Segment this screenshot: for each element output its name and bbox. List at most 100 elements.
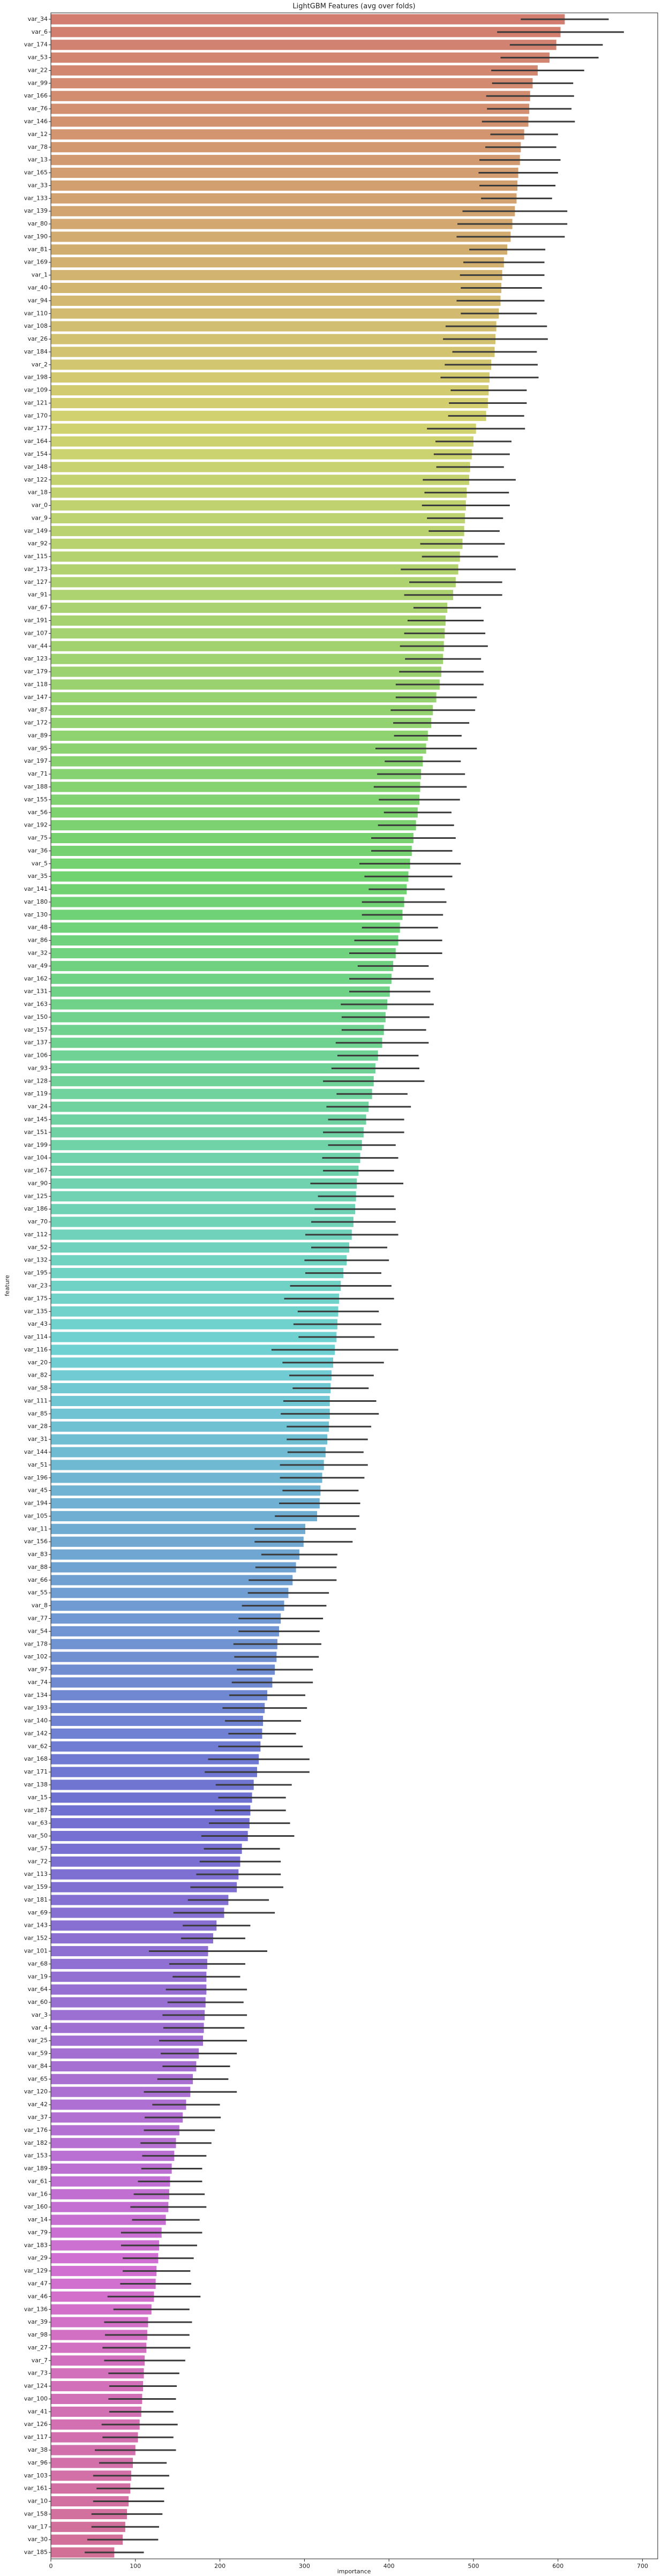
y-tick-label: var_47 — [28, 2280, 48, 2287]
y-tick-label: var_8 — [32, 1602, 48, 1609]
bar — [51, 615, 446, 626]
y-tick-label: var_199 — [24, 1141, 48, 1148]
bar — [51, 999, 388, 1010]
bar — [51, 1536, 304, 1547]
y-tick-label: var_62 — [28, 1743, 48, 1749]
bar — [51, 1332, 337, 1342]
y-tick-label: var_174 — [24, 41, 48, 48]
bar — [51, 2509, 127, 2519]
bar — [51, 1843, 242, 1854]
bar — [51, 116, 529, 127]
bar — [51, 14, 565, 25]
bar — [51, 897, 404, 907]
bar — [51, 603, 448, 613]
bar — [51, 500, 466, 511]
bar — [51, 1127, 364, 1138]
bar — [51, 1076, 374, 1086]
bar — [51, 948, 396, 959]
y-tick-label: var_184 — [24, 348, 48, 355]
y-tick-label: var_91 — [28, 591, 48, 598]
y-tick-label: var_92 — [28, 540, 48, 547]
y-tick-label: var_113 — [24, 1871, 48, 1877]
bar — [51, 743, 426, 754]
y-tick-label: var_142 — [24, 1730, 48, 1737]
y-tick-label: var_6 — [32, 28, 48, 35]
bar — [51, 65, 538, 76]
y-tick-label: var_129 — [24, 2267, 48, 2274]
bar — [51, 1370, 332, 1381]
y-tick-label: var_117 — [24, 2434, 48, 2440]
y-tick-label: var_57 — [28, 1845, 48, 1852]
y-tick-label: var_154 — [24, 450, 48, 457]
y-tick-label: var_79 — [28, 2229, 48, 2236]
bar — [51, 1664, 275, 1675]
y-tick-label: var_168 — [24, 1755, 48, 1762]
bar — [51, 2023, 204, 2033]
y-tick-label: var_87 — [28, 707, 48, 714]
y-tick-label: var_14 — [28, 2216, 48, 2223]
bar — [51, 244, 508, 255]
y-tick-label: var_171 — [24, 1768, 48, 1775]
bar — [51, 1038, 382, 1048]
y-tick-label: var_25 — [28, 2037, 48, 2044]
y-tick-label: var_73 — [28, 2370, 48, 2377]
y-tick-label: var_176 — [24, 2127, 48, 2134]
bar — [51, 2099, 186, 2110]
bar — [51, 2074, 193, 2084]
bar — [51, 2368, 144, 2379]
bar — [51, 2445, 136, 2455]
bar — [51, 1357, 334, 1368]
y-tick-label: var_23 — [28, 1282, 48, 1289]
bar — [51, 820, 416, 831]
y-tick-label: var_102 — [24, 1653, 48, 1660]
y-tick-label: var_76 — [28, 105, 48, 112]
bar — [51, 910, 403, 920]
bar — [51, 2189, 169, 2199]
y-tick-label: var_43 — [28, 1320, 48, 1327]
y-tick-label: var_93 — [28, 1064, 48, 1071]
bar — [51, 590, 454, 600]
bar — [51, 2406, 141, 2417]
bar — [51, 1549, 299, 1560]
x-tick-label: 600 — [552, 2563, 563, 2570]
y-tick-label: var_69 — [28, 1909, 48, 1916]
y-tick-label: var_46 — [28, 2293, 48, 2300]
bar — [51, 679, 440, 690]
bar — [51, 2470, 131, 2481]
y-tick-label: var_77 — [28, 1614, 48, 1621]
y-tick-label: var_141 — [24, 885, 48, 892]
y-tick-label: var_12 — [28, 131, 48, 138]
y-tick-label: var_39 — [28, 2318, 48, 2325]
bar — [51, 1703, 265, 1714]
bar — [51, 1651, 277, 1662]
bar — [51, 2163, 172, 2174]
bar — [51, 1588, 289, 1598]
y-tick-label: var_109 — [24, 387, 48, 394]
y-tick-label: var_175 — [24, 1295, 48, 1302]
y-tick-label: var_34 — [28, 16, 48, 22]
y-tick-label: var_110 — [24, 310, 48, 317]
bar — [51, 1319, 337, 1330]
y-tick-label: var_111 — [24, 1397, 48, 1404]
bar — [51, 564, 458, 575]
y-tick-label: var_181 — [24, 1896, 48, 1903]
y-tick-label: var_56 — [28, 809, 48, 816]
bar — [51, 807, 418, 818]
y-tick-label: var_194 — [24, 1500, 48, 1507]
bar — [51, 973, 392, 984]
bar — [51, 155, 520, 166]
bar — [51, 884, 407, 895]
y-tick-label: var_130 — [24, 911, 48, 918]
y-tick-label: var_96 — [28, 2459, 48, 2466]
bar — [51, 1830, 248, 1842]
bar — [51, 871, 409, 882]
bar — [51, 27, 561, 37]
bar — [51, 219, 513, 229]
bar — [51, 628, 445, 639]
bar — [51, 103, 530, 114]
y-tick-label: var_123 — [24, 655, 48, 662]
bar — [51, 2266, 157, 2277]
x-tick-label: 0 — [49, 2563, 53, 2570]
y-tick-label: var_161 — [24, 2485, 48, 2492]
y-tick-label: var_151 — [24, 1129, 48, 1136]
